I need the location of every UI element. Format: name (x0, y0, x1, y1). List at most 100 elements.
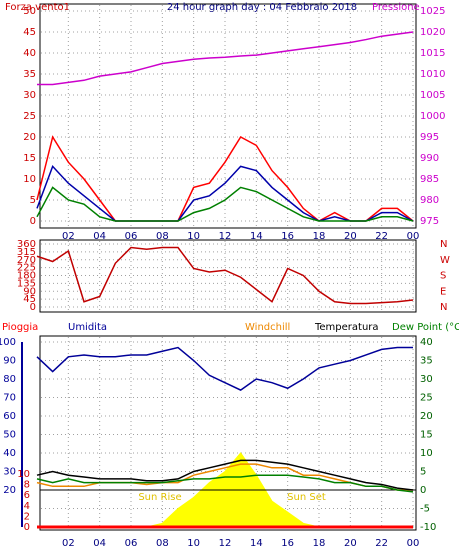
y2-tick-label: 10 (420, 448, 433, 459)
y-tick-label: 20 (23, 132, 36, 143)
y-tick-label: 50 (23, 6, 36, 17)
legend-label: Windchill (245, 322, 290, 333)
y-tick-label: 0 (30, 302, 36, 313)
y-tick-label: 360 (17, 239, 36, 250)
y2-tick-label: 35 (420, 356, 433, 367)
x-tick-label: 08 (156, 231, 169, 242)
x-tick-label: 14 (250, 231, 263, 242)
y3-tick-label: 0 (24, 522, 30, 533)
x-tick-label: 14 (250, 538, 263, 549)
x-tick-label: 06 (125, 231, 138, 242)
x-tick-label: 02 (62, 231, 75, 242)
series-line (36, 246, 414, 305)
y-tick-label: 90 (3, 356, 16, 367)
y2-tick-label: 15 (420, 430, 433, 441)
y2-tick-label: 990 (420, 153, 439, 164)
y-tick-label: 70 (3, 393, 16, 404)
y2-tick-label: 1015 (420, 48, 445, 59)
x-tick-label: 10 (187, 538, 200, 549)
x-tick-label: 12 (219, 231, 232, 242)
x-tick-label: 02 (62, 538, 75, 549)
y2-tick-label: 25 (420, 393, 433, 404)
y-tick-label: 0 (30, 216, 36, 227)
y2-tick-label: 995 (420, 132, 439, 143)
y2-tick-label: N (440, 239, 447, 250)
y2-tick-label: W (440, 255, 450, 266)
y2-tick-label: -5 (420, 504, 430, 515)
series-line (36, 346, 413, 391)
y-tick-label: 135 (17, 278, 36, 289)
x-tick-label: 04 (93, 538, 106, 549)
y3-tick-label: 2 (24, 511, 30, 522)
direction-panel-frame (39, 239, 417, 313)
x-tick-label: 16 (281, 538, 294, 549)
y-tick-label: 90 (23, 286, 36, 297)
y-tick-label: 40 (3, 448, 16, 459)
legend-label: Temperatura (314, 322, 379, 333)
series-line (36, 474, 414, 493)
y2-tick-label: 20 (420, 411, 433, 422)
y2-tick-label: S (440, 271, 446, 282)
x-tick-label: 22 (375, 231, 388, 242)
x-tick-label: 00 (407, 538, 420, 549)
y-tick-label: 25 (23, 111, 36, 122)
y2-tick-label: E (440, 286, 446, 297)
legend-label: Umidita (68, 322, 107, 333)
x-tick-label: 10 (187, 231, 200, 242)
y2-tick-label: 1020 (420, 27, 445, 38)
y-tick-label: 30 (23, 90, 36, 101)
y2-tick-label: 1005 (420, 90, 445, 101)
legend-label: Dew Point (°C (392, 322, 459, 333)
series-line (37, 31, 414, 86)
y-tick-label: 10 (23, 174, 36, 185)
wind-axis-label: Forza vento1 (5, 2, 70, 13)
x-tick-label: 08 (156, 538, 169, 549)
legend-label: Pioggia (2, 322, 38, 333)
y2-tick-label: 980 (420, 195, 439, 206)
y2-tick-label: 975 (420, 216, 439, 227)
y-tick-label: 40 (23, 48, 36, 59)
y-tick-label: 315 (17, 247, 36, 258)
y-tick-label: 30 (3, 467, 16, 478)
pressure-axis-label: Pressione (372, 2, 420, 13)
y-tick-label: 45 (23, 294, 36, 305)
y3-tick-label: 4 (24, 501, 30, 512)
y-tick-label: 80 (3, 374, 16, 385)
y2-tick-label: 1000 (420, 111, 445, 122)
x-tick-label: 20 (344, 231, 357, 242)
annotation: Sun Set (287, 492, 326, 503)
y-tick-label: 225 (17, 263, 36, 274)
x-tick-label: 04 (93, 231, 106, 242)
y2-tick-label: 985 (420, 174, 439, 185)
y-tick-label: 20 (3, 485, 16, 496)
x-tick-label: 18 (313, 538, 326, 549)
x-tick-label: 06 (125, 538, 138, 549)
x-tick-label: 12 (219, 538, 232, 549)
x-tick-label: 18 (313, 231, 326, 242)
y2-tick-label: 5 (420, 467, 426, 478)
y-tick-label: 45 (23, 27, 36, 38)
chart-title: 24 hour graph day : 04 Febbraio 2018 (167, 2, 357, 13)
x-tick-label: 22 (375, 538, 388, 549)
y-tick-label: 180 (17, 271, 36, 282)
y-tick-label: 60 (3, 411, 16, 422)
y-tick-label: 100 (0, 337, 16, 348)
series-line (36, 186, 414, 222)
y-tick-label: 5 (30, 195, 36, 206)
y3-tick-label: 10 (17, 469, 30, 480)
y2-tick-label: N (440, 302, 447, 313)
y2-tick-label: 1025 (420, 6, 445, 17)
y2-tick-label: 0 (420, 485, 426, 496)
y-tick-label: 50 (3, 430, 16, 441)
annotation: Sun Rise (138, 492, 181, 503)
y2-tick-label: 1010 (420, 69, 445, 80)
x-tick-label: 16 (281, 231, 294, 242)
y-tick-label: 35 (23, 69, 36, 80)
y-tick-label: 15 (23, 153, 36, 164)
x-tick-label: 20 (344, 538, 357, 549)
y2-tick-label: 30 (420, 374, 433, 385)
y-tick-label: 270 (17, 255, 36, 266)
y3-tick-label: 6 (24, 490, 30, 501)
y3-tick-label: 8 (24, 480, 30, 491)
